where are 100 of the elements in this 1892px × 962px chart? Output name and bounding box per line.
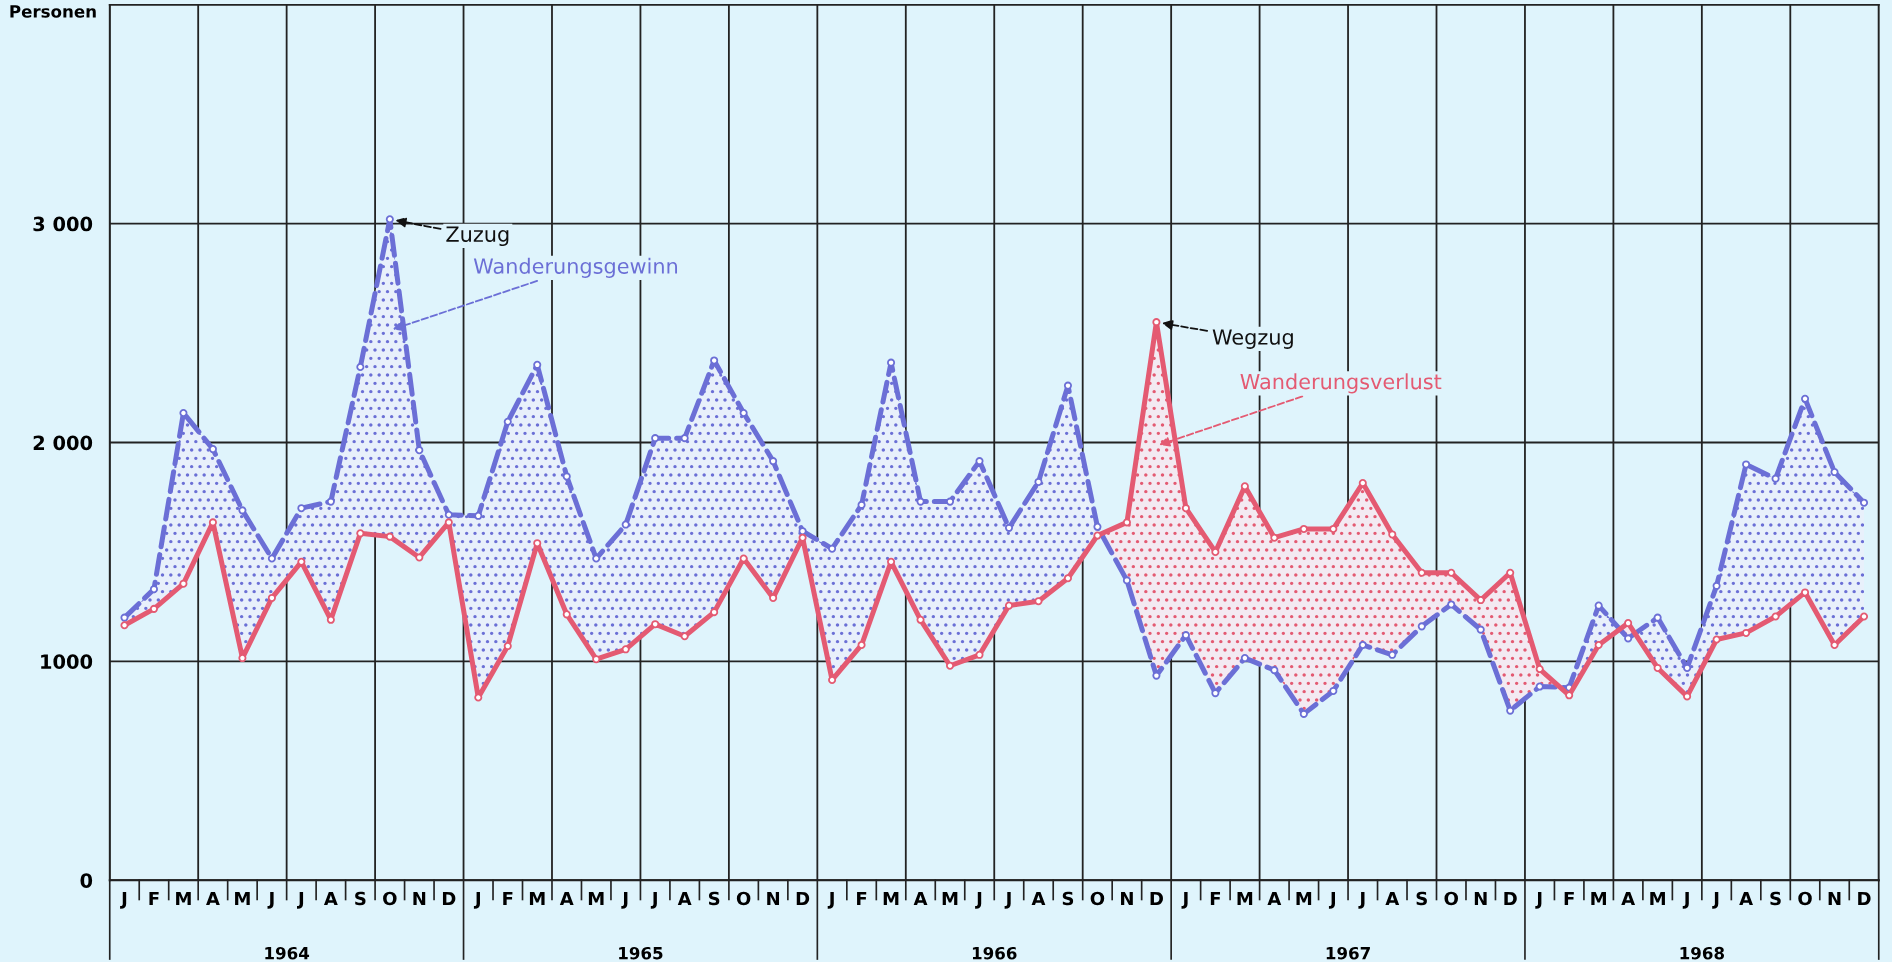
- point: [680, 632, 689, 641]
- point: [621, 645, 630, 654]
- point: [1801, 394, 1810, 403]
- point: [1447, 600, 1456, 609]
- y-tick-label: 2 000: [33, 435, 93, 451]
- x-tick-label: F: [1210, 891, 1221, 906]
- point: [1329, 524, 1338, 533]
- text: 1967: [1326, 946, 1370, 960]
- x-tick-label: M: [1237, 891, 1253, 906]
- point: [385, 215, 394, 224]
- x-tick-label: O: [1444, 891, 1459, 906]
- point: [1859, 498, 1869, 507]
- point: [297, 504, 306, 513]
- point: [533, 360, 542, 369]
- point: [238, 506, 247, 515]
- x-tick-label: O: [736, 891, 751, 906]
- point: [149, 585, 158, 594]
- point: [444, 518, 453, 527]
- x-tick-label: J: [621, 891, 628, 909]
- point: [1712, 635, 1721, 644]
- annotation: Wanderungsgewinn: [473, 257, 678, 278]
- point: [1093, 522, 1102, 531]
- text: 1966: [972, 946, 1017, 960]
- point: [1742, 460, 1751, 469]
- text: 1964: [265, 946, 310, 960]
- point: [916, 615, 925, 624]
- point: [1358, 640, 1367, 649]
- x-tick-label: J: [975, 891, 982, 909]
- x-tick-label: J: [120, 891, 127, 909]
- point: [149, 604, 158, 613]
- x-tick-label: M: [529, 891, 545, 906]
- point: [1299, 709, 1308, 718]
- annotation: Wanderungsverlust: [1240, 373, 1442, 394]
- point: [1624, 634, 1633, 643]
- point: [562, 610, 571, 619]
- x-tick-label: A: [1031, 891, 1046, 906]
- point: [356, 362, 365, 372]
- x-tick-label: M: [588, 891, 604, 906]
- x-tick-label: N: [1828, 891, 1841, 906]
- y-axis-title: Personen: [10, 5, 96, 18]
- point: [444, 510, 453, 519]
- x-tick-label: A: [1739, 891, 1753, 906]
- point: [1771, 612, 1780, 621]
- point: [1742, 628, 1751, 637]
- x-tick-label: J: [267, 891, 274, 909]
- y-tick-label: 0: [80, 873, 93, 888]
- text: 1965: [619, 946, 663, 960]
- point: [208, 445, 217, 454]
- point: [857, 500, 866, 509]
- point: [680, 434, 689, 443]
- point: [1122, 576, 1131, 585]
- x-tick-label: J: [473, 891, 480, 909]
- annotation: Wegzug: [1212, 329, 1293, 349]
- point: [769, 457, 778, 466]
- x-tick-label: N: [413, 891, 426, 906]
- point: [326, 497, 335, 506]
- y-tick-label: 3 000: [33, 216, 93, 232]
- point: [179, 579, 188, 588]
- x-tick-label: D: [1150, 891, 1163, 906]
- point: [857, 640, 866, 649]
- point: [120, 613, 129, 622]
- x-tick-label: M: [883, 891, 899, 906]
- x-tick-label: A: [323, 891, 338, 906]
- point: [562, 472, 571, 481]
- point: [1270, 533, 1279, 542]
- point: [1506, 568, 1515, 577]
- point: [1771, 474, 1780, 483]
- x-tick-label: D: [796, 891, 810, 906]
- annotation: Zuzug: [446, 226, 509, 247]
- point: [1535, 665, 1544, 674]
- x-tick-label: A: [913, 891, 928, 906]
- point: [945, 661, 955, 670]
- point: [1122, 518, 1131, 527]
- x-tick-label: D: [1504, 891, 1517, 906]
- point: [1447, 568, 1456, 577]
- x-tick-label: J: [1328, 891, 1335, 909]
- x-tick-label: A: [1267, 891, 1282, 906]
- x-tick-label: J: [1682, 891, 1689, 909]
- point: [651, 434, 660, 443]
- point: [1712, 581, 1721, 590]
- point: [651, 620, 660, 629]
- point: [1063, 574, 1072, 583]
- text: 1968: [1680, 946, 1725, 960]
- x-tick-label: A: [677, 891, 692, 906]
- x-tick-label: M: [235, 891, 250, 906]
- point: [1270, 666, 1279, 675]
- x-tick-label: S: [1416, 891, 1427, 906]
- point: [1093, 531, 1102, 540]
- point: [1240, 654, 1249, 663]
- x-tick-label: O: [1798, 891, 1812, 906]
- x-tick-label: M: [1650, 891, 1665, 906]
- point: [621, 520, 630, 529]
- point: [1034, 477, 1043, 486]
- point: [1653, 613, 1662, 622]
- point: [1004, 523, 1014, 532]
- point: [1535, 682, 1544, 691]
- x-tick-label: F: [1564, 891, 1574, 906]
- point: [1004, 601, 1014, 610]
- point: [710, 608, 719, 617]
- x-tick-label: A: [206, 891, 220, 906]
